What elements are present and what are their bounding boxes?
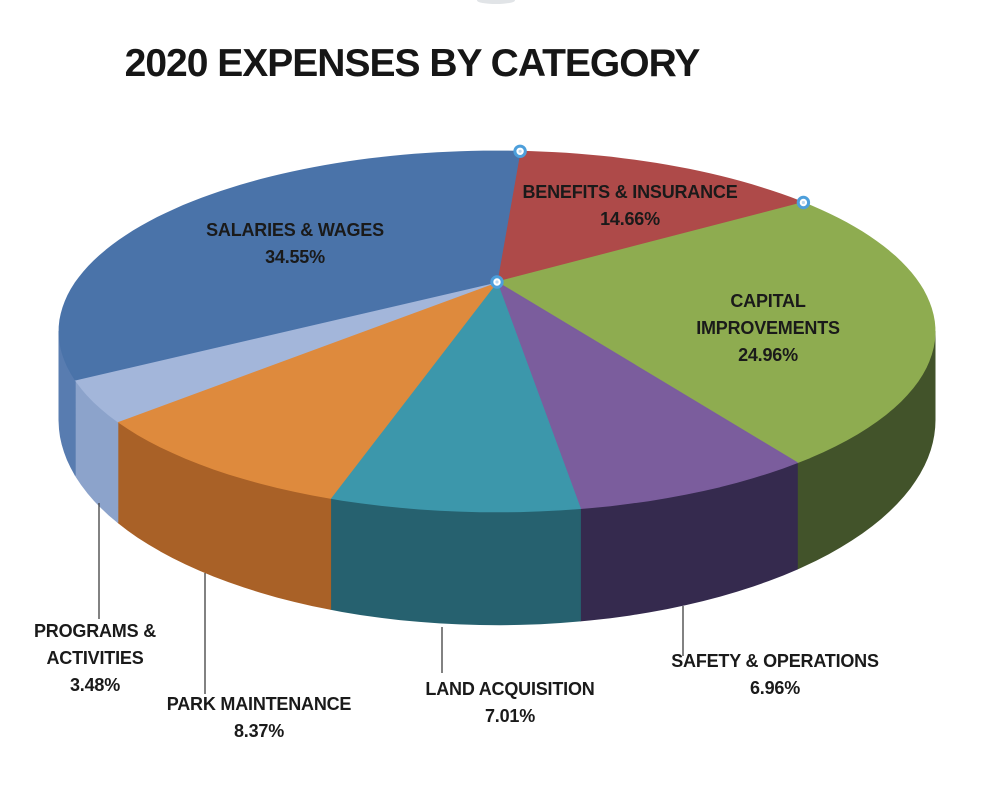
chart-title[interactable]: 2020 EXPENSES BY CATEGORY: [124, 42, 701, 85]
pie-slice-programs-activities[interactable]: [74, 281, 498, 423]
data-label-line: LAND ACQUISITION: [425, 679, 595, 699]
data-label-benefits-insurance[interactable]: BENEFITS & INSURANCE 14.66%: [522, 179, 737, 233]
pie-slice-safety-operations[interactable]: [496, 281, 798, 509]
data-label-line: SALARIES & WAGES: [206, 220, 384, 240]
selection-handle-dot: [495, 280, 499, 284]
data-label-line: 14.66%: [600, 209, 660, 229]
pie-slice-land-acquisition-side[interactable]: [330, 497, 581, 626]
data-label-line: PARK MAINTENANCE: [166, 694, 352, 714]
data-label-line: PROGRAMS &: [33, 621, 157, 641]
pie-slice-land-acquisition[interactable]: [330, 281, 581, 513]
data-label-line: 6.96%: [749, 678, 801, 698]
data-label-line: SAFETY & OPERATIONS: [671, 651, 879, 671]
data-label-line: 7.01%: [484, 706, 536, 726]
data-label-line: BENEFITS & INSURANCE: [522, 182, 738, 202]
data-label-capital-improvements[interactable]: CAPITAL IMPROVEMENTS 24.96%: [696, 288, 840, 369]
data-label-line: 24.96%: [738, 345, 798, 365]
data-label-safety-operations[interactable]: SAFETY & OPERATIONS 6.96%: [671, 648, 879, 702]
data-label-line: ACTIVITIES: [46, 648, 144, 668]
cropped-ui-artifact: [477, 0, 515, 4]
pie-slice-capital-improvements[interactable]: [496, 202, 936, 464]
data-label-line: 34.55%: [265, 247, 325, 267]
pie-slice-salaries-wages[interactable]: [58, 150, 521, 381]
pie-slice-benefits-insurance[interactable]: [496, 150, 804, 283]
data-label-line: 8.37%: [233, 721, 285, 741]
data-label-land-acquisition[interactable]: LAND ACQUISITION 7.01%: [425, 676, 594, 730]
data-label-line: 3.48%: [69, 675, 121, 695]
data-label-park-maintenance[interactable]: PARK MAINTENANCE 8.37%: [166, 691, 352, 745]
data-label-programs-activities[interactable]: PROGRAMS & ACTIVITIES 3.48%: [34, 618, 156, 699]
selection-handle-dot: [801, 200, 806, 205]
selection-handle-dot: [518, 149, 522, 153]
data-label-salaries-wages[interactable]: SALARIES & WAGES 34.55%: [206, 217, 384, 271]
pie-slice-park-maintenance[interactable]: [117, 281, 498, 499]
data-label-line: CAPITAL: [730, 291, 806, 311]
data-label-line: IMPROVEMENTS: [696, 318, 840, 338]
